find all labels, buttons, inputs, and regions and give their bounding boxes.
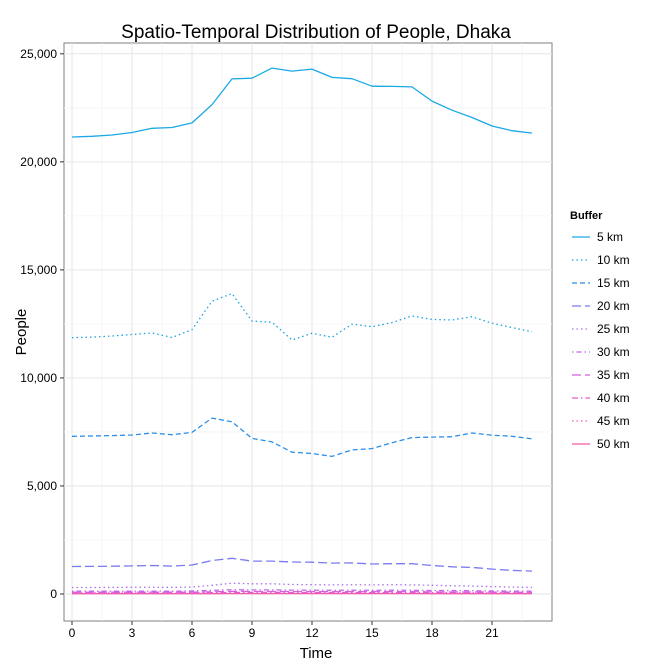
legend: Buffer 5 km 10 km 15 km 20 km 25 km 30 km 35 k… <box>570 210 630 451</box>
x-tick-label: 18 <box>425 626 439 640</box>
x-axis: 0 3 6 9 12 15 18 21 <box>69 621 499 640</box>
legend-label: 45 km <box>597 414 630 428</box>
series-line-15-km <box>71 417 533 458</box>
legend-label: 15 km <box>597 276 630 290</box>
series-layer <box>71 67 533 595</box>
series-line-35-km <box>71 590 533 593</box>
legend-label: 5 km <box>597 230 623 244</box>
series-line-10-km <box>71 292 533 341</box>
x-axis-title: Time <box>300 645 333 662</box>
series-line-20-km <box>71 557 533 572</box>
y-tick-label: 10,000 <box>20 371 57 385</box>
series-line-40-km <box>72 591 532 594</box>
x-tick-label: 0 <box>69 626 76 640</box>
series-line-5-km <box>71 67 533 138</box>
legend-label: 10 km <box>597 253 630 267</box>
plot-panel <box>63 42 553 622</box>
x-tick-label: 6 <box>189 626 196 640</box>
legend-label: 30 km <box>597 345 630 359</box>
x-tick-label: 15 <box>365 626 379 640</box>
series-line-25-km <box>72 582 533 589</box>
legend-label: 40 km <box>597 391 630 405</box>
y-tick-label: 15,000 <box>20 263 57 277</box>
y-axis-title: People <box>13 309 30 356</box>
legend-label: 25 km <box>597 322 630 336</box>
y-axis: 0 5,000 10,000 15,000 20,000 25,000 <box>20 47 64 601</box>
legend-label: 20 km <box>597 299 630 313</box>
x-tick-label: 9 <box>249 626 256 640</box>
legend-title: Buffer <box>570 210 603 222</box>
series-line-30-km <box>72 589 533 592</box>
x-tick-label: 12 <box>305 626 319 640</box>
grid-minor <box>64 43 552 621</box>
legend-label: 50 km <box>597 437 630 451</box>
x-tick-label: 21 <box>485 626 499 640</box>
legend-label: 35 km <box>597 368 630 382</box>
y-tick-label: 25,000 <box>20 47 57 61</box>
chart-title: Spatio-Temporal Distribution of People, … <box>121 22 511 43</box>
y-tick-label: 0 <box>50 587 57 601</box>
x-tick-label: 3 <box>129 626 136 640</box>
y-tick-label: 5,000 <box>27 479 57 493</box>
y-tick-label: 20,000 <box>20 155 57 169</box>
